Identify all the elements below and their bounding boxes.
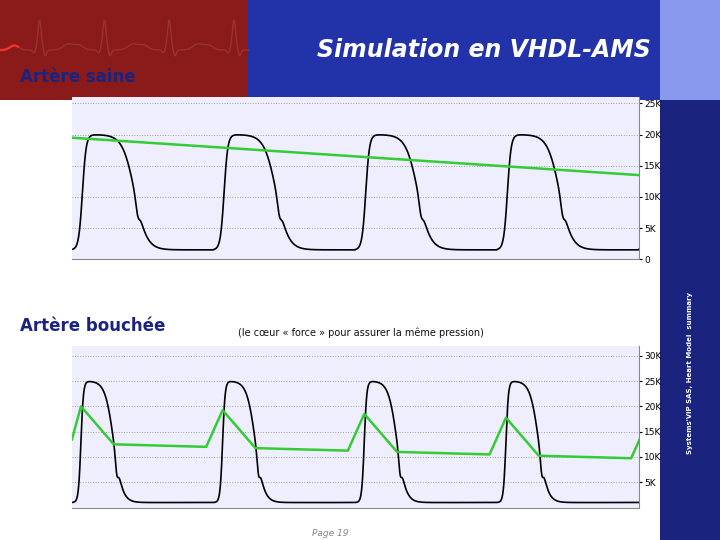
Text: Simulation en VHDL-AMS: Simulation en VHDL-AMS [318,38,651,62]
Bar [660,0,720,100]
Text: Systems'ViP SAS, Heart Model  summary: Systems'ViP SAS, Heart Model summary [687,292,693,454]
Text: Artère saine: Artère saine [20,69,135,86]
Text: (le cœur « force » pour assurer la même pression): (le cœur « force » pour assurer la même … [238,328,484,339]
Bar [248,0,720,100]
Text: Artère bouchée: Artère bouchée [20,317,165,335]
Text: Page 19: Page 19 [312,529,348,538]
Bar [0,0,248,100]
